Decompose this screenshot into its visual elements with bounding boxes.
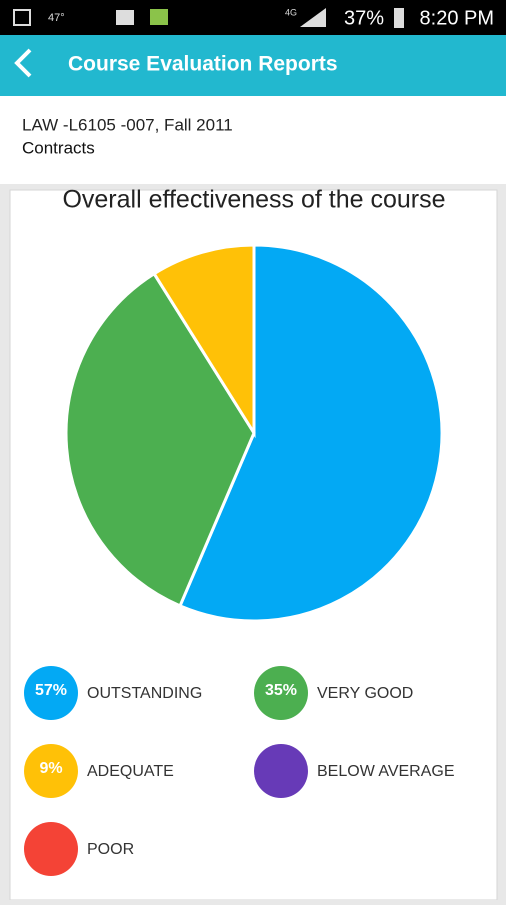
- app-icon: [150, 9, 168, 25]
- course-name: Contracts: [22, 138, 95, 157]
- course-info: [0, 96, 506, 184]
- legend-swatch: [24, 822, 78, 876]
- legend-swatch: [24, 666, 78, 720]
- status-bar: [0, 0, 506, 35]
- network: 4G: [285, 7, 297, 17]
- chart-title: Overall effectiveness of the course: [62, 186, 445, 214]
- legend-swatch: [24, 744, 78, 798]
- legend-value: 35%: [265, 682, 297, 699]
- gallery-icon: [13, 9, 31, 26]
- legend-label: ADEQUATE: [87, 763, 174, 780]
- mail-icon: [116, 10, 134, 25]
- legend-label: VERY GOOD: [317, 685, 413, 702]
- legend-label: POOR: [87, 841, 134, 858]
- pie: [64, 243, 444, 623]
- course-code: LAW -L6105 -007, Fall 2011: [22, 115, 233, 134]
- signal-icon: [300, 8, 326, 27]
- pie-slice: [64, 271, 256, 608]
- legend-swatch: [254, 744, 308, 798]
- pie-slice: [178, 243, 444, 623]
- legend-label: BELOW AVERAGE: [317, 763, 455, 780]
- screen-title: Course Evaluation Reports: [68, 53, 338, 76]
- clock: 8:20 PM: [420, 7, 494, 29]
- legend-swatch: [254, 666, 308, 720]
- back-button[interactable]: [14, 48, 32, 78]
- temperature: 47°: [48, 12, 65, 24]
- legend-label: OUTSTANDING: [87, 685, 202, 702]
- legend-value: 57%: [35, 682, 67, 699]
- battery-level: 37%: [344, 7, 384, 29]
- pie-slice: [152, 243, 256, 439]
- app-bar: [0, 35, 506, 96]
- battery-icon: [394, 8, 404, 28]
- legend-value: 9%: [39, 760, 62, 777]
- legend: 57% OUTSTANDING 35% VERY GOOD 9% ADEQUATE BELO…: [24, 666, 455, 876]
